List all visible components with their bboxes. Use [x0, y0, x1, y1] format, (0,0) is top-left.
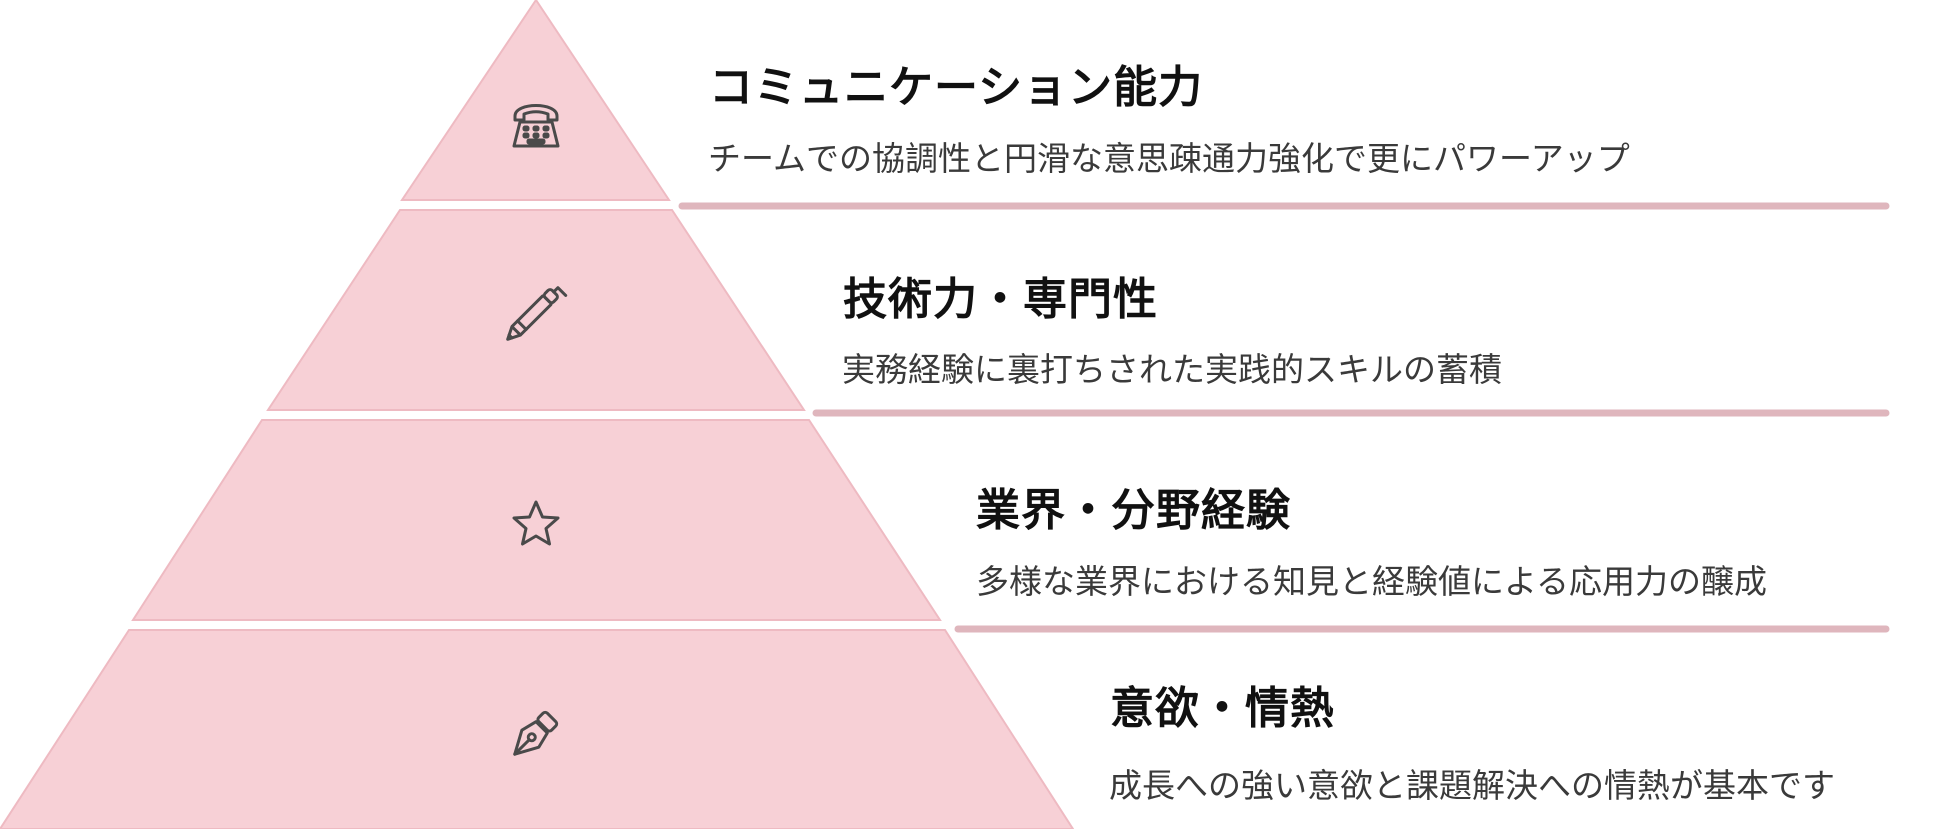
- fountain-pen-icon: [513, 710, 559, 756]
- tier-1-description: チームでの協調性と円滑な意思疎通力強化で更にパワーアップ: [708, 139, 1630, 178]
- pyramid-tier-2: [266, 209, 806, 411]
- telephone-icon: [512, 104, 560, 148]
- pyramid-tier-1: [400, 0, 671, 201]
- tier-3-description: 多様な業界における知見と経験値による応用力の醸成: [976, 562, 1768, 601]
- tier-2-title: 技術力・専門性: [843, 274, 1158, 325]
- tier-1-title: コミュニケーション能力: [709, 62, 1204, 113]
- tier-3-title: 業界・分野経験: [976, 485, 1291, 536]
- pencil-icon: [506, 286, 568, 341]
- tier-4-description: 成長への強い意欲と課題解決への情熱が基本です: [1109, 766, 1835, 805]
- tier-2-description: 実務経験に裏打ちされた実践的スキルの蓄積: [842, 350, 1502, 389]
- pyramid-tier-4: [0, 629, 1075, 829]
- tier-4-title: 意欲・情熱: [1110, 683, 1335, 734]
- star-icon: [512, 500, 560, 546]
- pyramid-tier-3: [131, 419, 942, 621]
